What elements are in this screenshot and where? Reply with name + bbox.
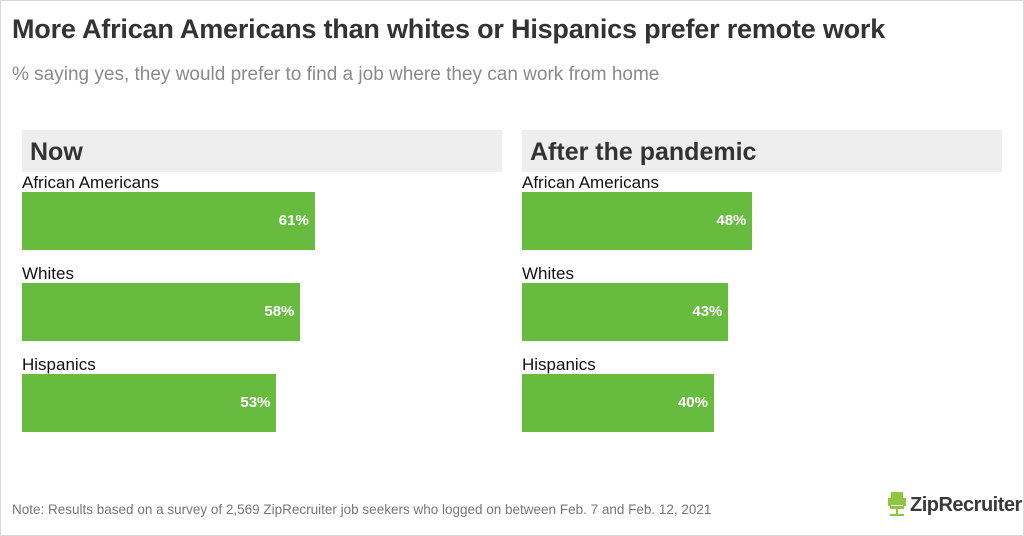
logo-text: ZipRecruiter <box>910 493 1022 516</box>
bar: 58% <box>22 283 301 341</box>
category-label: African Americans <box>522 173 659 192</box>
data-label: 53% <box>240 394 271 411</box>
chart-subtitle: % saying yes, they would prefer to find … <box>12 64 660 85</box>
chart-title: More African Americans than whites or Hi… <box>12 14 886 44</box>
panel-title: Now <box>22 130 502 172</box>
category-label: Hispanics <box>22 355 96 374</box>
ziprecruiter-logo: ZipRecruiter <box>888 492 1022 518</box>
bar: 53% <box>22 374 277 432</box>
bar: 43% <box>522 283 729 341</box>
panel-now: Now African Americans 61% Whites 58% Hispani… <box>22 130 502 432</box>
bar: 48% <box>522 192 753 250</box>
footnote: Note: Results based on a survey of 2,569… <box>12 502 712 517</box>
category-label: Whites <box>22 264 74 283</box>
panel-title: After the pandemic <box>522 130 1002 172</box>
data-label: 48% <box>716 212 747 229</box>
data-label: 61% <box>278 212 309 229</box>
panel-after-pandemic: After the pandemic African Americans 48% W… <box>522 130 1002 432</box>
chair-icon <box>888 492 906 516</box>
data-label: 58% <box>264 303 295 320</box>
bar: 40% <box>522 374 714 432</box>
category-label: African Americans <box>22 173 159 192</box>
category-label: Hispanics <box>522 355 596 374</box>
bar: 61% <box>22 192 315 250</box>
data-label: 40% <box>677 394 708 411</box>
category-label: Whites <box>522 264 574 283</box>
data-label: 43% <box>692 303 723 320</box>
